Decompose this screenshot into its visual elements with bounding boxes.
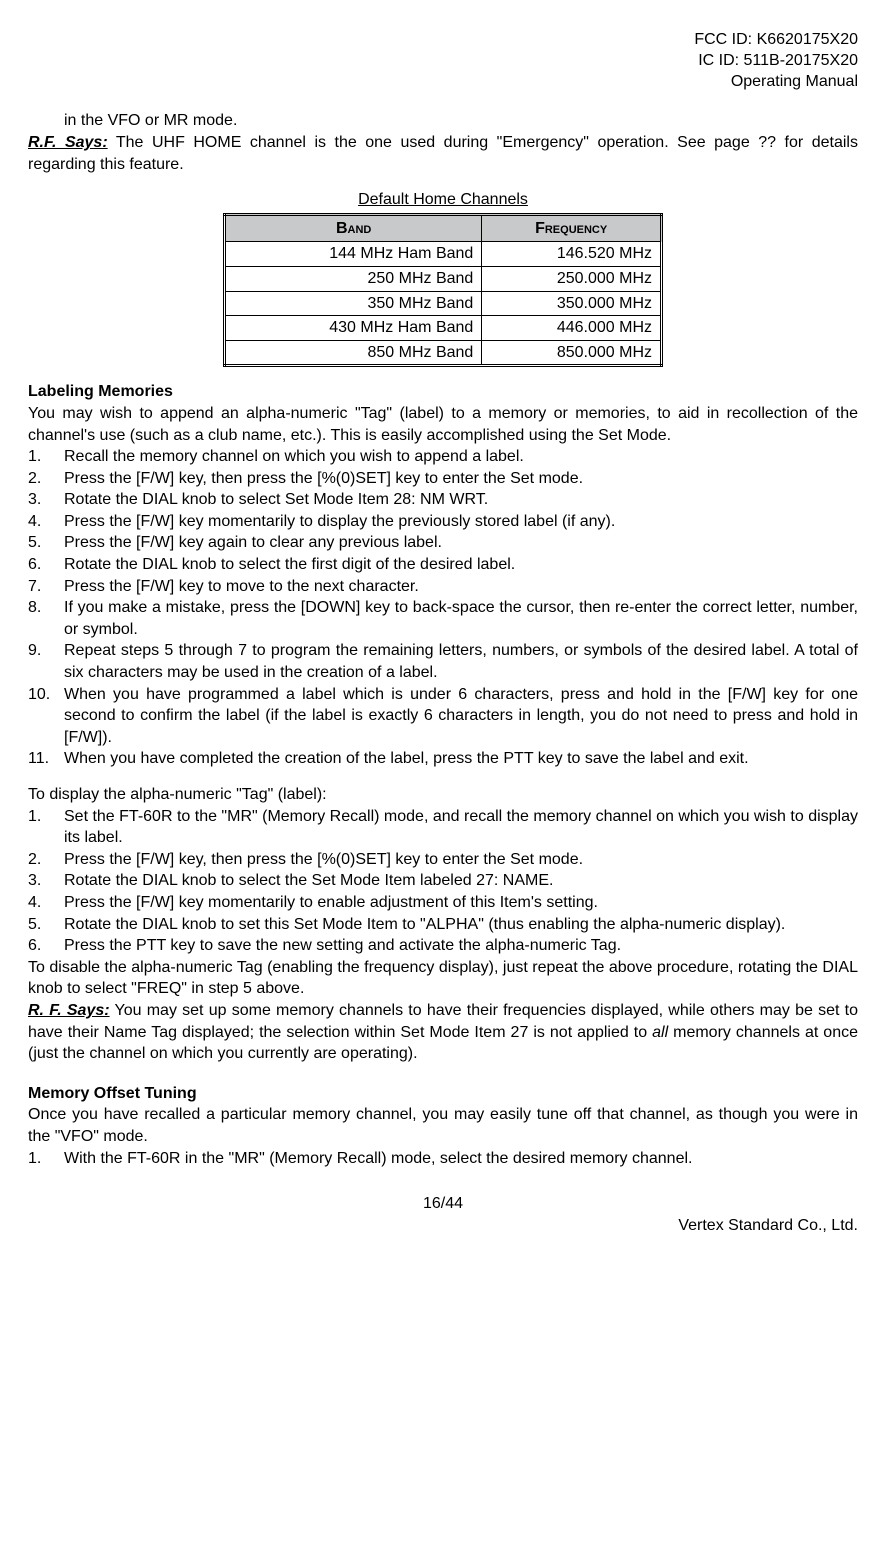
rf-says-paragraph: R.F. Says: The UHF HOME channel is the o… (28, 132, 858, 175)
band-cell: 350 MHz Band (225, 291, 482, 316)
list-item: Rotate the DIAL knob to select the Set M… (28, 870, 858, 892)
list-item: Press the [F/W] key, then press the [%(0… (28, 468, 858, 490)
list-item: When you have programmed a label which i… (28, 684, 858, 749)
labeling-heading: Labeling Memories (28, 381, 858, 403)
display-steps: Set the FT-60R to the "MR" (Memory Recal… (28, 806, 858, 957)
table-header-band: Band (225, 214, 482, 242)
offset-intro: Once you have recalled a particular memo… (28, 1104, 858, 1147)
list-item: If you make a mistake, press the [DOWN] … (28, 597, 858, 640)
table-row: 850 MHz Band850.000 MHz (225, 340, 662, 366)
home-channels-table: Band Frequency 144 MHz Ham Band146.520 M… (223, 213, 663, 368)
rf-says-2-label: R. F. Says: (28, 1002, 110, 1019)
table-title: Default Home Channels (28, 189, 858, 211)
labeling-steps: Recall the memory channel on which you w… (28, 446, 858, 770)
list-item: Press the [F/W] key, then press the [%(0… (28, 849, 858, 871)
band-cell: 144 MHz Ham Band (225, 242, 482, 267)
table-header-frequency: Frequency (482, 214, 662, 242)
freq-cell: 850.000 MHz (482, 340, 662, 366)
rf-says-2-italic: all (652, 1024, 668, 1041)
continued-text: in the VFO or MR mode. (28, 110, 858, 132)
freq-cell: 146.520 MHz (482, 242, 662, 267)
company-name: Vertex Standard Co., Ltd. (28, 1215, 858, 1237)
page-footer: 16/44 Vertex Standard Co., Ltd. (28, 1193, 858, 1236)
freq-cell: 250.000 MHz (482, 266, 662, 291)
rf-says-body: The UHF HOME channel is the one used dur… (28, 134, 858, 173)
band-cell: 850 MHz Band (225, 340, 482, 366)
freq-cell: 446.000 MHz (482, 316, 662, 341)
list-item: Recall the memory channel on which you w… (28, 446, 858, 468)
offset-heading: Memory Offset Tuning (28, 1083, 858, 1105)
list-item: Rotate the DIAL knob to select Set Mode … (28, 489, 858, 511)
disable-text: To disable the alpha-numeric Tag (enabli… (28, 957, 858, 1000)
page-number: 16/44 (28, 1193, 858, 1215)
list-item: Rotate the DIAL knob to set this Set Mod… (28, 914, 858, 936)
list-item: Repeat steps 5 through 7 to program the … (28, 640, 858, 683)
list-item: Rotate the DIAL knob to select the first… (28, 554, 858, 576)
freq-cell: 350.000 MHz (482, 291, 662, 316)
doc-title: Operating Manual (28, 72, 858, 93)
list-item: With the FT-60R in the "MR" (Memory Reca… (28, 1148, 858, 1170)
list-item: Set the FT-60R to the "MR" (Memory Recal… (28, 806, 858, 849)
table-row: 430 MHz Ham Band446.000 MHz (225, 316, 662, 341)
list-item: Press the [F/W] key to move to the next … (28, 576, 858, 598)
table-row: 144 MHz Ham Band146.520 MHz (225, 242, 662, 267)
display-intro: To display the alpha-numeric "Tag" (labe… (28, 784, 858, 806)
ic-id: IC ID: 511B-20175X20 (28, 51, 858, 72)
labeling-intro: You may wish to append an alpha-numeric … (28, 403, 858, 446)
page-header: FCC ID: K6620175X20 IC ID: 511B-20175X20… (28, 30, 858, 92)
list-item: Press the PTT key to save the new settin… (28, 935, 858, 957)
band-cell: 430 MHz Ham Band (225, 316, 482, 341)
rf-says-label: R.F. Says: (28, 134, 108, 151)
list-item: Press the [F/W] key momentarily to displ… (28, 511, 858, 533)
table-row: 350 MHz Band350.000 MHz (225, 291, 662, 316)
list-item: Press the [F/W] key again to clear any p… (28, 532, 858, 554)
table-row: 250 MHz Band250.000 MHz (225, 266, 662, 291)
list-item: When you have completed the creation of … (28, 748, 858, 770)
fcc-id: FCC ID: K6620175X20 (28, 30, 858, 51)
list-item: Press the [F/W] key momentarily to enabl… (28, 892, 858, 914)
offset-steps: With the FT-60R in the "MR" (Memory Reca… (28, 1148, 858, 1170)
rf-says-2-paragraph: R. F. Says: You may set up some memory c… (28, 1000, 858, 1065)
band-cell: 250 MHz Band (225, 266, 482, 291)
